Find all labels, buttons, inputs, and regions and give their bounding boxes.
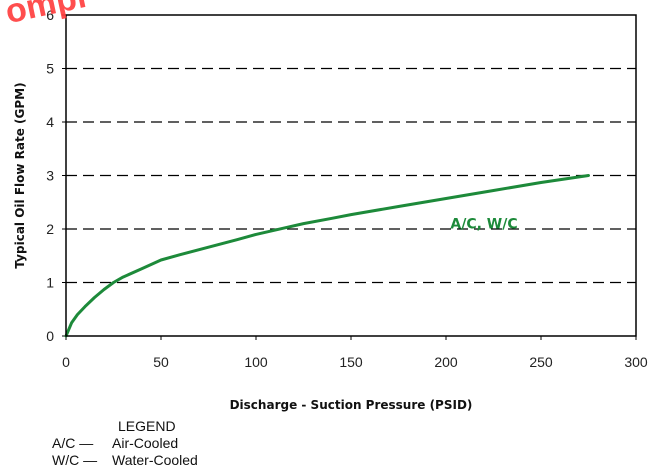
legend: LEGEND A/C — Air-Cooled W/C — Water-Cool… <box>52 418 198 469</box>
grid <box>66 67 636 284</box>
x-axis-label: Discharge - Suction Pressure (PSID) <box>230 398 473 412</box>
y-tick-label: 4 <box>46 114 54 130</box>
x-tick-label: 250 <box>529 354 553 370</box>
series-layer <box>64 174 590 338</box>
legend-label: Air-Cooled <box>112 435 179 451</box>
x-axis-ticks: 0 50 100 150 200 250 300 <box>62 336 648 370</box>
legend-abbr: A/C — <box>52 435 94 451</box>
x-tick-label: 200 <box>434 354 458 370</box>
y-tick-label: 6 <box>46 7 54 23</box>
x-tick-label: 150 <box>339 354 363 370</box>
y-tick-label: 2 <box>46 221 54 237</box>
legend-abbr: W/C — <box>52 452 98 468</box>
series-line <box>64 174 590 338</box>
y-axis-ticks: 0 1 2 3 4 5 6 <box>46 7 66 344</box>
plot-frame <box>65 14 637 337</box>
y-axis-label: Typical Oil Flow Rate (GPM) <box>13 82 27 268</box>
legend-label: Water-Cooled <box>112 452 198 468</box>
x-tick-label: 300 <box>624 354 648 370</box>
legend-item: A/C — Air-Cooled <box>52 435 198 452</box>
y-tick-label: 3 <box>46 168 54 184</box>
series-label: A/C, W/C <box>450 217 517 233</box>
y-tick-label: 1 <box>46 275 54 291</box>
y-tick-label: 5 <box>46 61 54 77</box>
x-tick-label: 100 <box>244 354 268 370</box>
x-tick-label: 0 <box>62 354 70 370</box>
x-tick-label: 50 <box>153 354 169 370</box>
legend-title: LEGEND <box>118 418 176 434</box>
y-tick-label: 0 <box>46 328 54 344</box>
legend-item: W/C — Water-Cooled <box>52 452 198 469</box>
